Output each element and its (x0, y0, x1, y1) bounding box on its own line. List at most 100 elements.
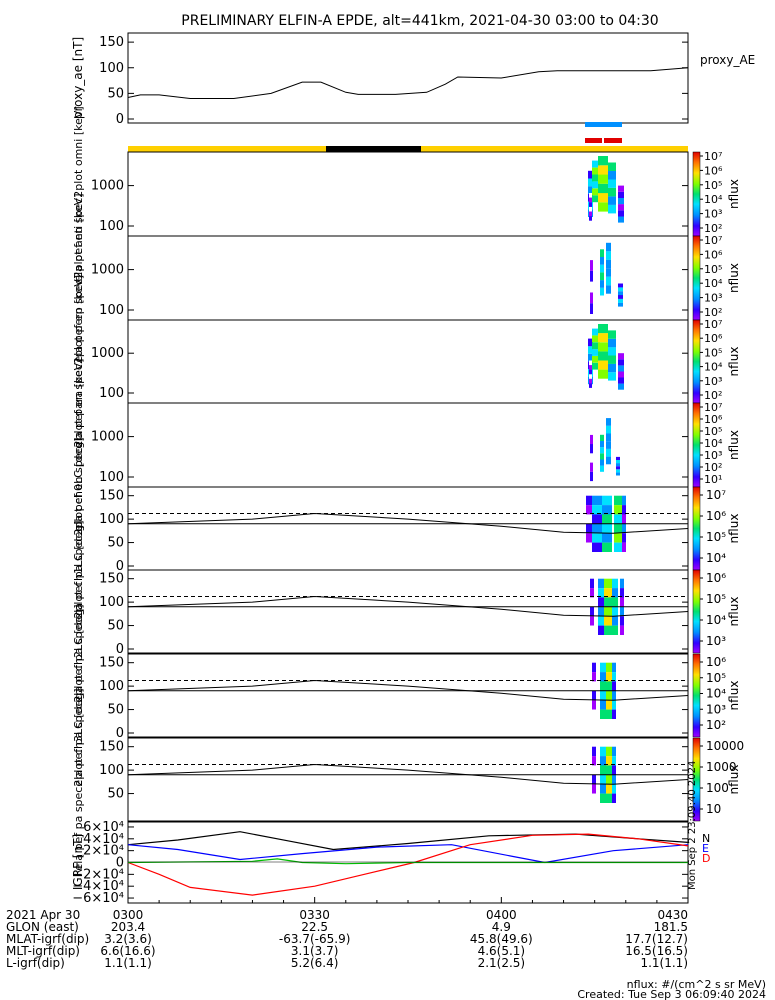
spectrogram-perp-cell (618, 377, 624, 384)
pitch-angle-ch2LC-cell (592, 700, 596, 710)
colorbar-omni-gradient (692, 151, 701, 237)
pitch-angle-ch0LC-cell (622, 533, 626, 543)
spectrogram-omni-cell (618, 197, 624, 205)
colorbar-ch0LC-tick-label: 10⁷ (706, 488, 726, 502)
pitch-angle-ch0LC-cell (592, 542, 602, 552)
colorbar-ch3LC-gradient (692, 737, 701, 822)
spectrogram-omni-cell (618, 210, 624, 217)
proxy-ae-ytick-label: 50 (107, 86, 124, 101)
spectrogram-para-cell (616, 472, 620, 476)
colorbar-ch3LC-tick-label: 10000 (706, 739, 744, 753)
spectrogram-para-cell (600, 465, 604, 472)
x-row-value: 5.2(6.4) (291, 956, 339, 970)
spectrogram-para-cell (616, 469, 620, 473)
colorbar-perp-tick-label: 10⁴ (704, 361, 723, 374)
pitch-angle-ch3LC-cell (592, 756, 596, 766)
spectrogram-omni-cell (608, 187, 616, 197)
x-row-value: 181.5 (654, 920, 688, 934)
spectrogram-omni-cell (592, 167, 600, 175)
pitch-angle-ch1LC-cell (598, 578, 604, 589)
igrf-n-line (127, 831, 689, 851)
spectrogram-perp-cell (592, 355, 600, 363)
spectrogram-anti-cell (606, 251, 611, 260)
spectrogram-omni-cell (592, 160, 600, 168)
pitch-angle-ch1LC-cell (598, 606, 604, 617)
colorbar-ch1LC-tick-label: 10³ (706, 634, 726, 648)
x-row-value: 3.1(3.7) (291, 944, 339, 958)
pitch-angle-ch0LC-line-0 (127, 512, 689, 534)
x-axis-labels: 2021 Apr 30 0300 0330 0400 0430 GLON (east) 20… (6, 908, 688, 970)
x-row-value: 4.6(5.1) (478, 944, 526, 958)
x-row-label: MLT-igrf(dip) (6, 944, 80, 958)
pitch-angle-ch3LC-cell (612, 774, 616, 785)
igrf-d-line (127, 833, 689, 896)
pitch-angle-ch2LC-cell (606, 690, 612, 701)
colorbar-ch2LC-tick-label: 10² (706, 718, 726, 732)
pitch-angle-ch3LC-cell (606, 793, 612, 803)
spectrogram-omni-cell (598, 165, 608, 175)
spectrogram-perp-cell (598, 360, 608, 370)
igrf-ytick-label: −6×10⁴ (72, 891, 124, 906)
colorbar-ch1LC-gradient (692, 569, 701, 654)
spectrogram-anti-cell (606, 285, 611, 294)
pitch-angle-ch1LC-cell (612, 616, 618, 626)
spectrogram-omni-cell (608, 171, 616, 180)
spectrogram-perp-cell (608, 355, 616, 364)
igrf-e-line (127, 844, 689, 864)
spectrogram-anti-cell (600, 249, 604, 257)
pitch-angle-ch1LC-cell (604, 616, 612, 626)
spectrogram-omni-cell (618, 204, 624, 211)
colorbar-para-tick-label: 10¹ (704, 473, 722, 486)
pitch-angle-ch0LC-cell (614, 523, 622, 534)
pitch-angle-ch1LC-cell (598, 588, 604, 598)
pitch-angle-ch1LC-cell (612, 588, 618, 598)
colorbar-ch1LC-tick-label: 10⁶ (706, 571, 726, 585)
spectrogram-perp-cell (589, 378, 592, 384)
spectrogram-para-ylabel: ela pef en spec2plot para [keV] (72, 359, 85, 532)
igrf-ytick-label: 6×10⁴ (83, 820, 124, 835)
igrf-green-line (127, 858, 688, 865)
pitch-angle-ch1LC-cell (604, 606, 612, 617)
pitch-angle-ch0LC-cell (586, 495, 592, 506)
spectrogram-perp-cell (589, 360, 592, 366)
x-row-label: L-igrf(dip) (6, 956, 65, 970)
spectrogram-para-cell (600, 434, 604, 441)
igrf-ytick-label: 2×10⁴ (83, 844, 124, 859)
pitch-angle-ch3LC-line-0 (127, 763, 689, 785)
igrf-ytick-label: 0 (116, 856, 124, 871)
pitch-angle-ch0LC-cell (592, 533, 602, 543)
spectrogram-omni-cell (598, 174, 608, 184)
igrf-ytick-label: 4×10⁴ (83, 832, 124, 847)
spectrogram-omni-cell (588, 178, 593, 187)
colorbar-ch2LC-tick-label: 10⁶ (706, 655, 726, 669)
pitch-angle-ch3LC-cell (592, 774, 596, 785)
colorbar-perp-tick-label: 10⁵ (704, 346, 722, 359)
pitch-angle-ch3LC-cell (612, 746, 616, 757)
pitch-angle-ch2LC-line-0 (127, 679, 689, 701)
colorbar-omni-tick-label: 10³ (704, 208, 722, 221)
created-note: Created: Tue Sep 3 06:09:40 2024 (577, 988, 766, 1000)
pitch-angle-ch3LC-cell (600, 784, 606, 794)
pa-ch1LC-ytick-label: 0 (116, 642, 124, 657)
x-row-value: 203.4 (111, 920, 145, 934)
pitch-angle-ch2LC-cell (612, 700, 616, 710)
spectrogram-omni-cell (598, 202, 608, 212)
colorbar-anti-tick-label: 10⁵ (704, 263, 722, 276)
colorbar-ch3LC-tick-label: 100 (706, 781, 729, 795)
pitch-angle-ch3LC-cell (592, 793, 596, 803)
igrf-ylabel: IGRF [nT] (71, 834, 85, 890)
pitch-angle-ch2LC-cell (600, 662, 606, 673)
spec-para-ytick-label: 1000 (91, 430, 124, 445)
spectrogram-para-cell (600, 447, 604, 454)
pitch-angle-ch1LC-cell (590, 625, 594, 635)
spectrogram-perp-cell (598, 342, 608, 352)
pitch-angle-ch2LC-cell (612, 709, 616, 719)
spectrogram-perp-cell (598, 333, 608, 343)
colorbar-anti-tick-label: 10² (704, 306, 722, 319)
pitch-angle-ch1LC-cell (620, 588, 624, 598)
